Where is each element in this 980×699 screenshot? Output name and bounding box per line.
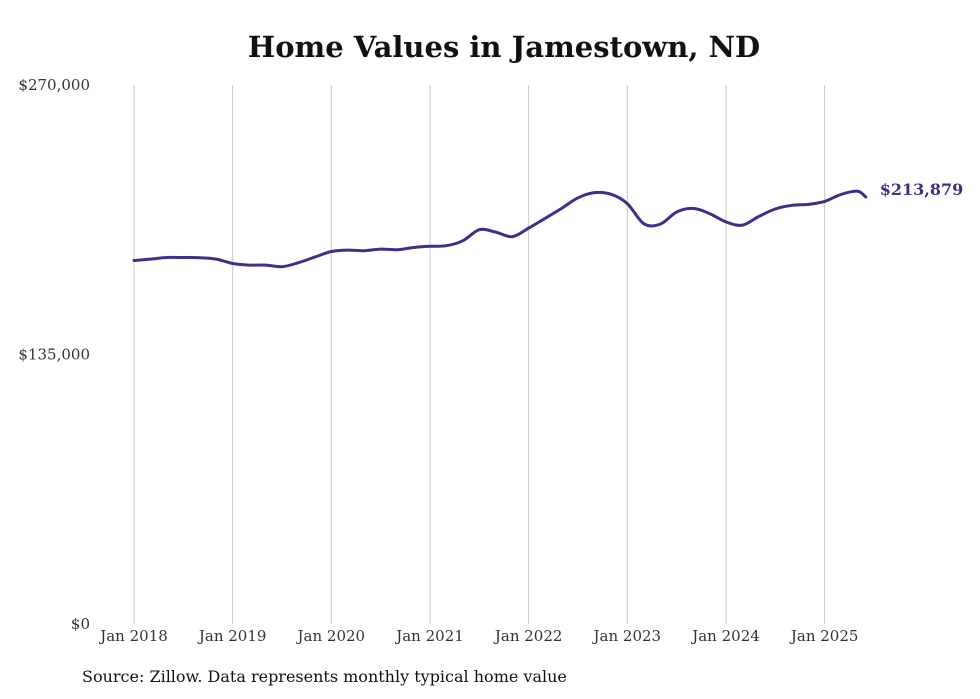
end-value-label: $213,879 [880,180,964,199]
vertical-grid [133,85,826,624]
x-tick-label: Jan 2024 [690,627,760,645]
y-axis-ticks: $0 $135,000 $270,000 [18,76,90,633]
x-tick-label: Jan 2019 [197,627,267,645]
source-note: Source: Zillow. Data represents monthly … [82,667,567,686]
x-tick-label: Jan 2020 [296,627,366,645]
series-layer: $213,879 [132,180,964,269]
y-tick-label: $270,000 [18,76,90,94]
series-line [132,189,868,269]
x-tick-label: Jan 2025 [789,627,859,645]
x-tick-label: Jan 2021 [394,627,464,645]
x-tick-label: Jan 2018 [98,627,168,645]
y-tick-label: $135,000 [18,346,90,364]
y-tick-label: $0 [71,615,90,633]
chart-title: Home Values in Jamestown, ND [247,30,761,64]
x-tick-label: Jan 2023 [592,627,662,645]
x-axis-ticks: Jan 2018 Jan 2019 Jan 2020 Jan 2021 Jan 2022… [98,627,858,645]
x-tick-label: Jan 2022 [493,627,563,645]
